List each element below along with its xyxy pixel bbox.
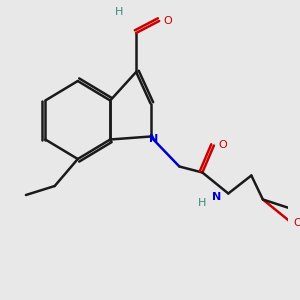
Text: N: N	[149, 134, 158, 145]
Text: O: O	[293, 218, 300, 229]
Text: H: H	[198, 197, 207, 208]
Text: H: H	[115, 7, 123, 17]
Text: O: O	[218, 140, 227, 151]
Text: O: O	[164, 16, 172, 26]
Text: N: N	[212, 191, 221, 202]
